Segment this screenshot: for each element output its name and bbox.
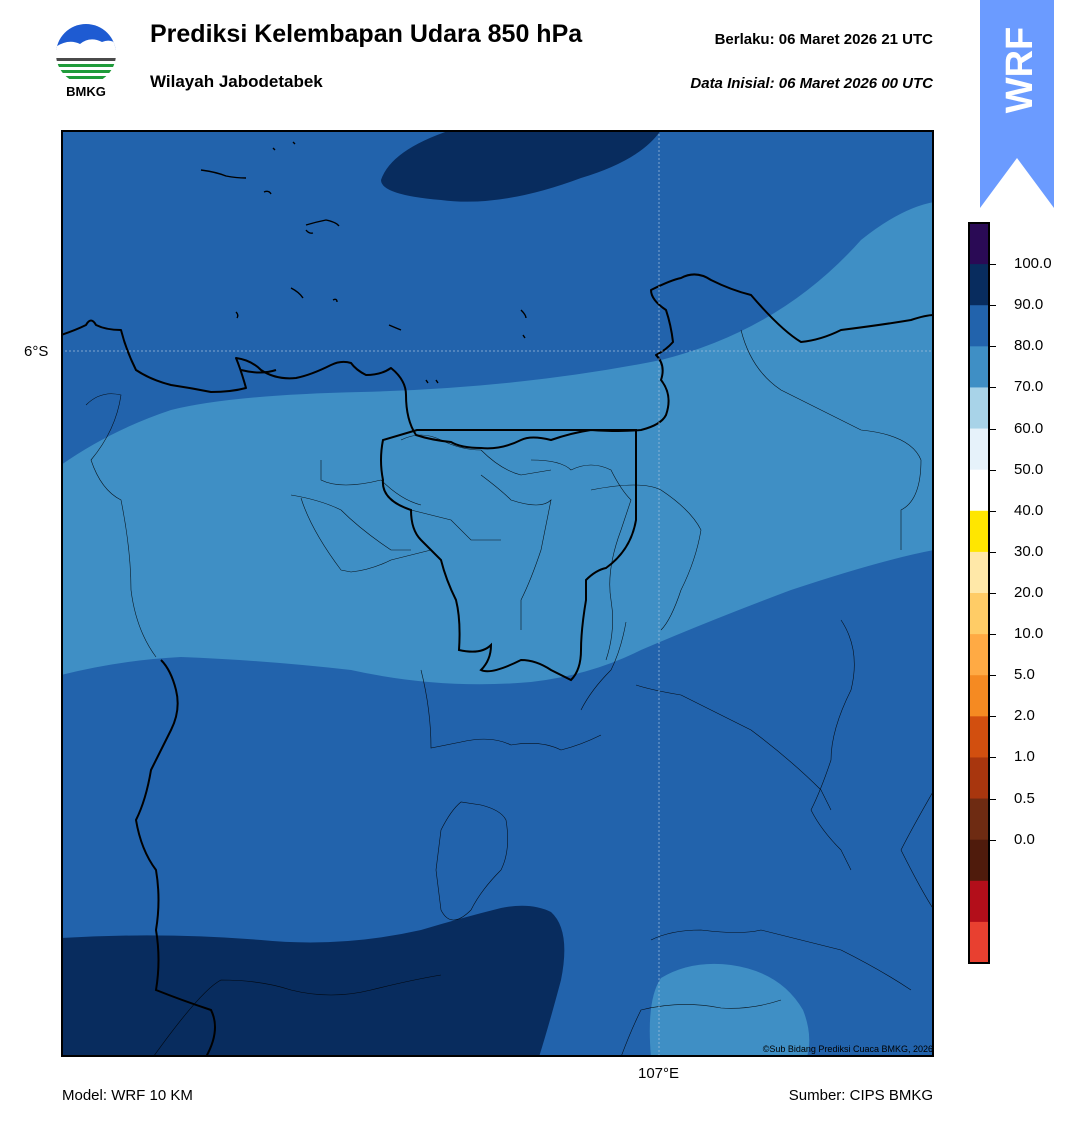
colorbar-tick-label: 70.0 <box>1014 378 1044 396</box>
colorbar-segment <box>969 634 989 676</box>
colorbar-segment <box>969 346 989 388</box>
page-title: Prediksi Kelembapan Udara 850 hPa <box>150 20 583 48</box>
colorbar-segment <box>969 757 989 800</box>
colorbar-segment <box>969 510 989 553</box>
colorbar-tick-label: 50.0 <box>1014 460 1044 478</box>
logo-text: BMKG <box>66 84 106 99</box>
colorbar-tick <box>990 305 996 307</box>
colorbar-tick <box>990 675 996 677</box>
colorbar-tick-label: 2.0 <box>1014 707 1035 725</box>
colorbar-tick <box>990 634 996 636</box>
colorbar-segment <box>969 593 989 635</box>
humidity-band-70-80-south <box>649 963 810 1057</box>
copyright-text: ©Sub Bidang Prediksi Cuaca BMKG, 2026 <box>762 1044 933 1054</box>
colorbar-segment <box>969 305 989 347</box>
colorbar-segment <box>969 264 989 306</box>
colorbar-segment <box>969 839 989 882</box>
longitude-label: 107°E <box>638 1065 680 1082</box>
colorbar-tick <box>990 346 996 348</box>
colorbar-segment <box>969 798 989 841</box>
model-label: Model: WRF 10 KM <box>62 1087 193 1104</box>
colorbar-tick-label: 5.0 <box>1014 666 1035 684</box>
province-boundary <box>134 429 637 1058</box>
colorbar-segment <box>969 551 989 594</box>
colorbar-tick <box>990 264 996 266</box>
colorbar-tick-label: 0.0 <box>1014 830 1035 848</box>
wrf-banner-text: WRF <box>999 27 1041 114</box>
humidity-colorbar <box>968 222 992 966</box>
humidity-band-90-100-south <box>61 905 565 1057</box>
colorbar-tick <box>990 510 996 512</box>
colorbar-segment <box>969 387 989 430</box>
colorbar-segment <box>969 469 989 512</box>
humidity-band-70-80 <box>61 202 934 685</box>
islands <box>200 141 527 384</box>
valid-time: Berlaku: 06 Maret 2026 21 UTC <box>714 31 933 48</box>
colorbar-tick-label: 1.0 <box>1014 748 1035 766</box>
source-label: Sumber: CIPS BMKG <box>788 1087 933 1104</box>
initial-data-time: Data Inisial: 06 Maret 2026 00 UTC <box>690 75 933 92</box>
colorbar-tick <box>990 387 996 389</box>
colorbar-tick <box>990 716 996 718</box>
colorbar-tick <box>990 551 996 553</box>
colorbar-segment <box>969 675 989 717</box>
colorbar-tick-label: 60.0 <box>1014 419 1044 437</box>
colorbar-tick-label: 80.0 <box>1014 337 1044 355</box>
colorbar-segment <box>969 223 989 265</box>
colorbar-tick <box>990 469 996 471</box>
latitude-label: 6°S <box>24 343 49 360</box>
colorbar-segment <box>969 428 989 471</box>
colorbar-tick <box>990 757 996 759</box>
colorbar-tick-label: 30.0 <box>1014 542 1044 560</box>
map-frame <box>61 130 934 1057</box>
colorbar-segment <box>969 921 989 964</box>
colorbar-tick <box>990 428 996 430</box>
colorbar-segment <box>969 716 989 758</box>
wrf-banner: WRF <box>980 0 1054 210</box>
colorbar-tick-label: 20.0 <box>1014 584 1044 601</box>
colorbar-tick-label: 100.0 <box>1014 255 1052 273</box>
colorbar-segment <box>969 880 989 923</box>
bmkg-logo <box>48 18 124 104</box>
colorbar-tick <box>990 798 996 800</box>
humidity-map <box>60 130 935 1061</box>
colorbar-tick <box>990 839 996 841</box>
colorbar-tick-label: 40.0 <box>1014 501 1044 519</box>
admin-boundaries <box>85 329 935 1061</box>
colorbar-tick-label: 90.0 <box>1014 296 1044 314</box>
coastline <box>60 273 935 450</box>
colorbar-tick-label: 10.0 <box>1014 625 1044 643</box>
humidity-band-90-100-north <box>381 130 661 202</box>
colorbar-tick <box>990 593 996 594</box>
colorbar-tick-label: 0.5 <box>1014 789 1035 807</box>
page-subtitle: Wilayah Jabodetabek <box>150 72 323 91</box>
